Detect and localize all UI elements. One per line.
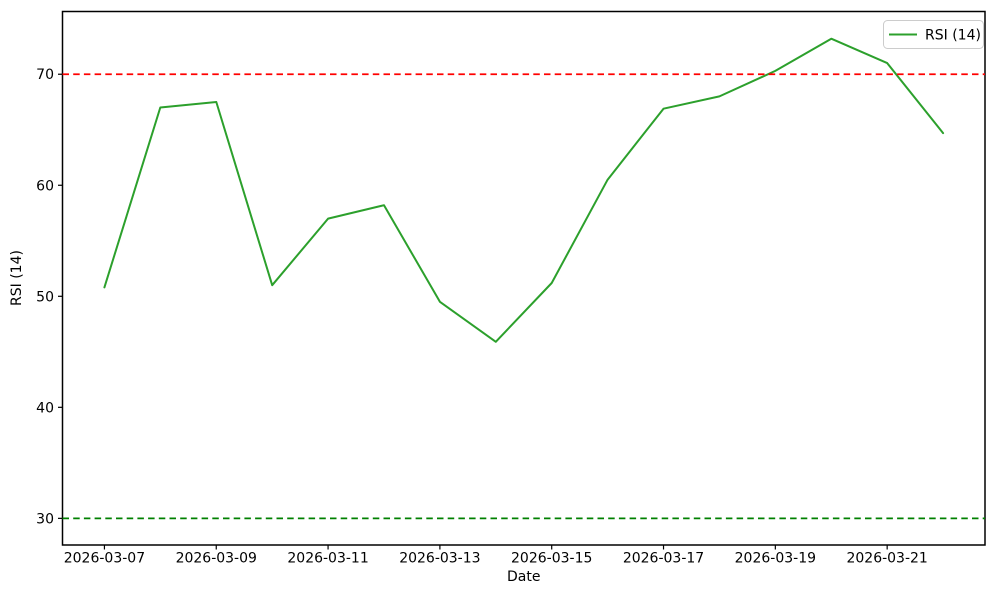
x-tick-label: 2026-03-21	[846, 551, 927, 567]
rsi-line	[103, 37, 945, 343]
x-tick-label: 2026-03-11	[287, 551, 368, 567]
plot-border	[61, 10, 986, 546]
legend-entry-label: RSI (14)	[925, 28, 981, 44]
x-tick-label: 2026-03-15	[511, 551, 592, 567]
y-tick-label: 60	[36, 178, 54, 194]
plot-area: 2026-03-07 2026-03-09 2026-03-11 2026-03-13…	[36, 37, 985, 567]
x-tick-label: 2026-03-19	[735, 551, 816, 567]
x-tick-label: 2026-03-09	[176, 551, 257, 567]
x-tick-label: 2026-03-17	[623, 551, 704, 567]
y-tick-label: 30	[36, 511, 54, 527]
y-axis-label: RSI (14)	[9, 250, 25, 306]
legend: RSI (14)	[883, 20, 984, 49]
x-tick-label: 2026-03-13	[399, 551, 480, 567]
legend-box	[883, 20, 984, 49]
y-tick-label: 50	[36, 289, 54, 305]
x-tick-label: 2026-03-07	[64, 551, 145, 567]
y-tick-label: 70	[36, 67, 54, 83]
x-axis-label: Date	[507, 569, 540, 585]
y-tick-label: 40	[36, 400, 54, 416]
